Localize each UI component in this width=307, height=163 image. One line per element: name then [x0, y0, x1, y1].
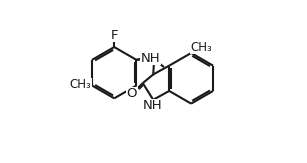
- Text: CH₃: CH₃: [190, 41, 212, 54]
- Text: NH: NH: [140, 52, 160, 65]
- Text: F: F: [111, 29, 118, 42]
- Text: CH₃: CH₃: [69, 78, 91, 91]
- Text: O: O: [127, 88, 137, 101]
- Text: NH: NH: [140, 52, 160, 65]
- Text: NH: NH: [142, 99, 162, 112]
